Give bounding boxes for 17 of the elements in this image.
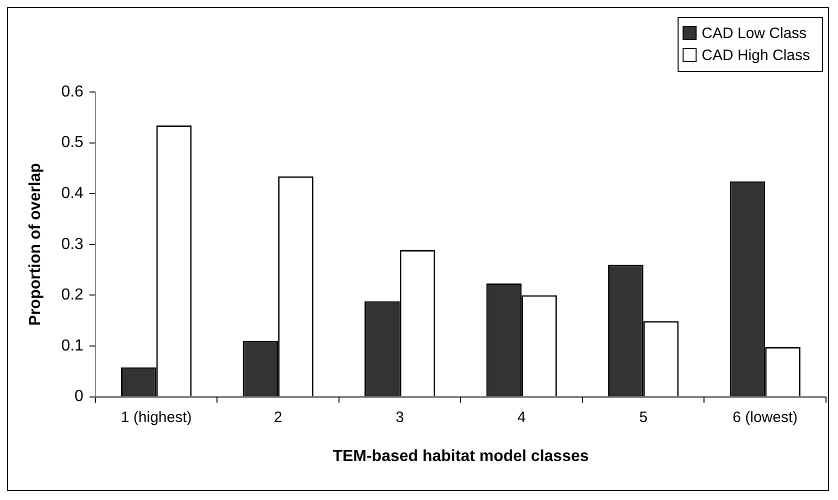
x-tick-label: 3 bbox=[396, 408, 404, 426]
y-tick-label: 0.6 bbox=[61, 83, 84, 100]
y-tick-label: 0.3 bbox=[61, 236, 84, 253]
x-tick-label: 1 (highest) bbox=[120, 408, 192, 426]
x-axis-title: TEM-based habitat model classes bbox=[332, 448, 589, 465]
y-tick-label: 0.5 bbox=[61, 134, 84, 152]
legend-label: CAD High Class bbox=[702, 47, 810, 64]
y-tick-label: 0.4 bbox=[61, 185, 84, 202]
y-tick-label: 0.2 bbox=[61, 286, 84, 304]
y-axis-title: Proportion of overlap bbox=[27, 162, 44, 326]
x-tick-label: 4 bbox=[517, 408, 526, 426]
y-tick-label: 0 bbox=[74, 388, 84, 406]
x-tick-label: 5 bbox=[639, 408, 648, 426]
x-tick-label: 2 bbox=[274, 408, 282, 426]
x-tick-label: 6 (lowest) bbox=[732, 408, 798, 426]
y-tick-label: 0.1 bbox=[61, 337, 84, 354]
legend-label: CAD Low Class bbox=[702, 25, 807, 42]
